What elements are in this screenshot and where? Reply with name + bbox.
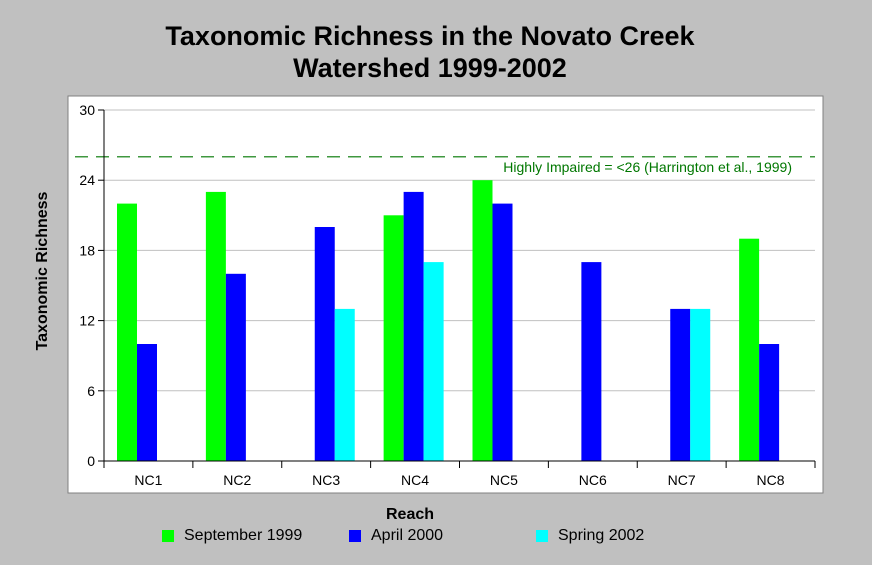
y-tick-label: 12	[79, 313, 95, 329]
bar	[225, 273, 246, 461]
x-tick-label: NC4	[401, 472, 429, 488]
bars	[117, 180, 780, 461]
bar	[403, 191, 424, 461]
x-tick-label: NC3	[312, 472, 340, 488]
y-tick-label: 18	[79, 242, 95, 258]
bar	[739, 238, 760, 461]
chart-title-line1: Taxonomic Richness in the Novato Creek	[165, 21, 695, 51]
legend-label: September 1999	[184, 527, 303, 544]
legend-label: Spring 2002	[558, 527, 645, 544]
legend-swatch	[536, 530, 548, 542]
bar	[581, 262, 602, 461]
bar	[759, 344, 780, 461]
y-tick-label: 24	[79, 172, 95, 188]
bar	[492, 203, 513, 461]
x-axis-label: Reach	[386, 506, 434, 523]
y-tick-label: 6	[87, 383, 95, 399]
legend-item-spring-2002: Spring 2002	[536, 526, 644, 546]
legend-item-september-1999: September 1999	[162, 526, 302, 546]
legend-swatch	[162, 530, 174, 542]
bar	[690, 308, 711, 461]
legend-swatch	[349, 530, 361, 542]
legend-label: April 2000	[371, 527, 444, 544]
chart-title-line2: Watershed 1999-2002	[293, 53, 567, 83]
bar	[670, 308, 691, 461]
bar	[334, 308, 355, 461]
bar	[472, 180, 493, 461]
y-tick-label: 0	[87, 453, 95, 469]
x-tick-label: NC6	[579, 472, 607, 488]
chart-title: Taxonomic Richness in the Novato Creek W…	[0, 20, 860, 84]
bar	[117, 203, 137, 461]
bar	[205, 191, 226, 461]
reference-line-label: Highly Impaired = <26 (Harrington et al.…	[503, 159, 792, 175]
bar	[137, 344, 157, 461]
reference-line-group: Highly Impaired = <26 (Harrington et al.…	[75, 156, 815, 175]
x-tick-label: NC1	[134, 472, 162, 488]
x-tick-label: NC8	[757, 472, 785, 488]
bar	[314, 227, 335, 461]
bar	[423, 262, 444, 461]
bar	[383, 215, 404, 461]
x-tick-label: NC7	[668, 472, 696, 488]
y-tick-label: 30	[79, 102, 95, 118]
legend-item-april-2000: April 2000	[349, 526, 443, 546]
y-axis-label: Taxonomic Richness	[34, 191, 51, 350]
x-tick-label: NC2	[223, 472, 251, 488]
axes: 0 6 12 18 24 30 NC1 NC2 NC3 NC4 NC5 NC6 NC7 NC8	[79, 102, 816, 488]
x-tick-label: NC5	[490, 472, 518, 488]
